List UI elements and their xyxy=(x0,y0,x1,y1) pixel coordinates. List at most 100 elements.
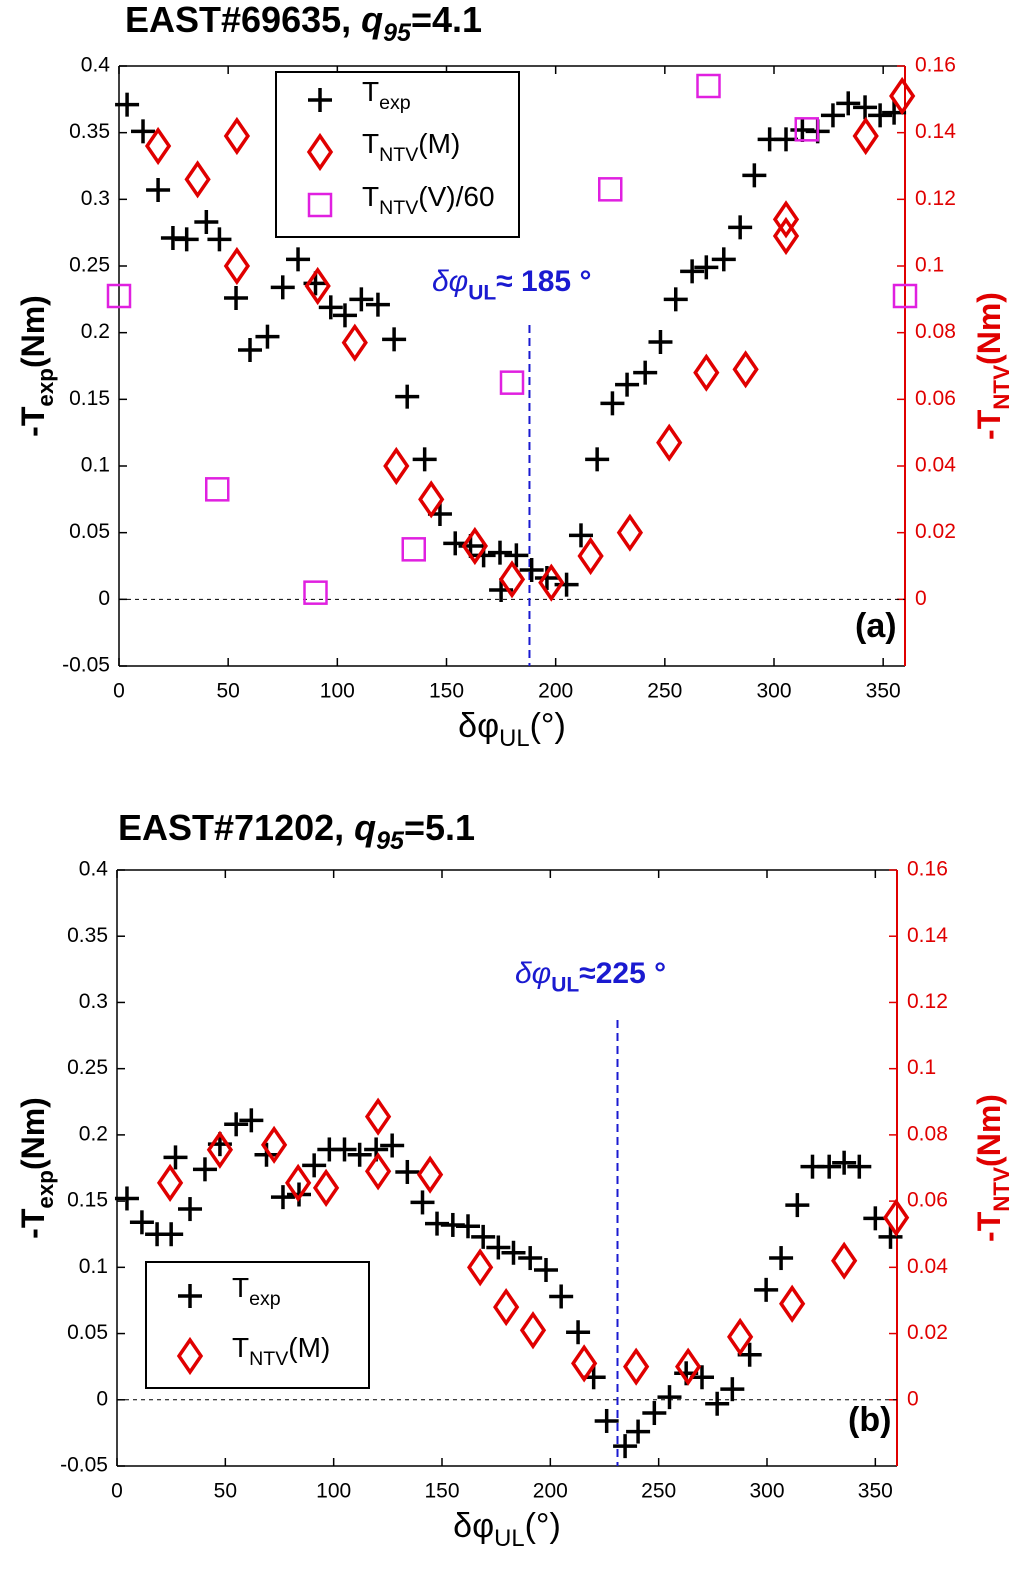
y2-tick-label: 0.02 xyxy=(915,520,956,543)
text-part: UL xyxy=(551,973,579,996)
plus-marker xyxy=(504,543,529,568)
diamond-marker xyxy=(831,1241,858,1280)
diamond-marker xyxy=(779,1284,806,1323)
diamond-marker xyxy=(889,76,916,116)
plus-marker xyxy=(270,275,295,300)
y2-tick-label: 0.1 xyxy=(915,254,944,277)
text-part: NTV xyxy=(249,1348,288,1370)
plus-marker xyxy=(487,540,512,565)
plus-marker xyxy=(769,1246,794,1271)
diamond-marker xyxy=(577,536,604,576)
plus-marker xyxy=(410,1190,435,1215)
chart-title: EAST#71202, q95=5.1 xyxy=(118,807,475,855)
y-tick-label: 0 xyxy=(98,587,110,610)
diamond-marker xyxy=(206,1130,234,1169)
text-part: NTV xyxy=(989,1167,1014,1212)
y-tick-label: 0.4 xyxy=(81,54,111,77)
y-tick-label: 0.15 xyxy=(67,1189,108,1212)
plus-marker xyxy=(705,1391,730,1416)
plus-marker xyxy=(817,1154,842,1179)
legend-label: TNTV(M) xyxy=(232,1332,330,1370)
text-part: UL xyxy=(494,1525,524,1552)
y-tick-label: 0.2 xyxy=(79,1122,108,1145)
plus-marker xyxy=(270,1185,295,1210)
text-part: δφ xyxy=(432,265,468,298)
diamond-marker xyxy=(144,126,172,166)
y-tick-label: 0.1 xyxy=(79,1255,108,1278)
y-tick-label: 0.05 xyxy=(67,1321,108,1344)
title-part: q xyxy=(354,807,376,848)
square-marker xyxy=(303,580,328,605)
text-part: T xyxy=(362,181,379,212)
plus-marker xyxy=(690,1365,714,1390)
diamond-marker xyxy=(285,1163,312,1202)
y-tick-label: 0.35 xyxy=(69,120,110,143)
plus-marker xyxy=(302,1153,327,1178)
square-marker xyxy=(499,370,525,395)
diamond-marker xyxy=(467,1248,494,1287)
y2-tick-label: 0.16 xyxy=(915,54,956,77)
annotation: δφUL≈225 ° xyxy=(515,957,666,996)
y2-tick-label: 0.08 xyxy=(915,320,956,343)
plus-marker xyxy=(471,1224,496,1249)
y-tick-label: 0.15 xyxy=(69,387,110,410)
text-part: (M) xyxy=(288,1332,330,1363)
plus-marker xyxy=(395,1159,420,1184)
plus-marker xyxy=(347,1142,372,1167)
plus-marker xyxy=(853,95,878,120)
text-part: ≈ 185 ° xyxy=(496,265,591,298)
diamond-marker xyxy=(693,353,720,392)
plus-marker xyxy=(456,1214,480,1239)
plus-marker xyxy=(318,295,343,320)
plus-marker xyxy=(820,103,845,128)
plus-marker xyxy=(224,286,249,310)
y2-tick-label: 0.06 xyxy=(915,387,956,410)
x-tick-label: 300 xyxy=(749,1480,784,1503)
panel-label: (a) xyxy=(855,607,897,645)
y-tick-label: 0.3 xyxy=(81,187,110,210)
y2-tick-label: 0.16 xyxy=(907,858,948,881)
plus-marker xyxy=(129,1210,154,1235)
text-part: (M) xyxy=(418,128,460,159)
x-tick-label: 100 xyxy=(316,1480,351,1503)
plus-marker xyxy=(239,1108,264,1133)
text-part: -T xyxy=(971,409,1007,440)
square-marker xyxy=(401,537,426,562)
title-part: EAST#71202, xyxy=(118,807,354,848)
y2-tick-label: 0.14 xyxy=(907,924,948,947)
plus-marker xyxy=(728,215,753,240)
text-part: NTV xyxy=(989,365,1014,410)
square-marker xyxy=(696,73,721,99)
square-marker xyxy=(205,477,230,502)
diamond-marker xyxy=(416,1155,444,1194)
text-part: exp xyxy=(33,1170,58,1209)
diamond-marker xyxy=(306,132,334,172)
diamond-marker xyxy=(675,1347,702,1386)
legend-label: Texp xyxy=(362,76,411,114)
diamond-marker xyxy=(623,1347,650,1386)
y2-tick-label: 0 xyxy=(907,1387,919,1410)
plus-marker xyxy=(382,327,407,352)
y-tick-label: 0.4 xyxy=(79,858,109,881)
y2-tick-label: 0.14 xyxy=(915,120,956,143)
text-part: T xyxy=(362,76,379,107)
plus-marker xyxy=(131,119,156,144)
panel-label: (b) xyxy=(848,1401,891,1439)
plus-marker xyxy=(626,1419,651,1444)
plus-marker xyxy=(642,1401,667,1426)
diamond-marker xyxy=(223,246,251,286)
text-part: UL xyxy=(499,725,529,752)
plus-marker xyxy=(832,1150,857,1175)
plus-marker xyxy=(863,1206,888,1231)
legend-label: TNTV(M) xyxy=(362,128,460,166)
x-tick-label: 250 xyxy=(641,1480,676,1503)
plus-marker xyxy=(600,391,625,416)
plus-marker xyxy=(742,163,767,188)
plus-marker xyxy=(585,447,610,472)
plus-marker xyxy=(178,1284,202,1308)
plus-marker xyxy=(568,523,593,548)
plus-marker xyxy=(694,255,719,280)
plus-marker xyxy=(365,292,390,317)
chart-title: EAST#69635, q95=4.1 xyxy=(125,0,482,47)
